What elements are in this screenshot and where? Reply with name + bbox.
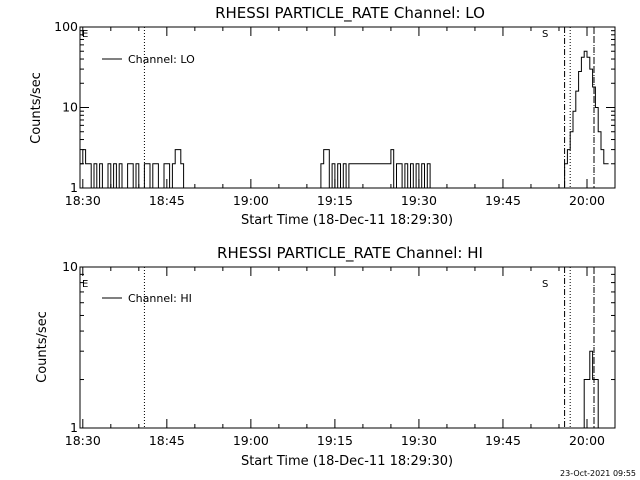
x-tick-label: 19:45 bbox=[485, 433, 521, 448]
y-tick-label: 100 bbox=[54, 19, 78, 34]
y-tick-label: 10 bbox=[62, 100, 78, 115]
x-tick-label: 19:30 bbox=[401, 433, 437, 448]
series-line bbox=[581, 350, 601, 429]
left-marker: E bbox=[82, 279, 88, 290]
right-marker: S bbox=[542, 29, 548, 40]
x-tick-label: 19:15 bbox=[317, 433, 353, 448]
legend-entry: Channel: LO bbox=[128, 53, 195, 66]
y-tick-label: 1 bbox=[70, 420, 78, 435]
y-axis-label: Counts/sec bbox=[35, 311, 50, 383]
x-tick-label: 19:45 bbox=[485, 193, 521, 208]
plot-frame bbox=[79, 26, 616, 189]
y-tick-label: 1 bbox=[70, 180, 78, 195]
vertical-markers bbox=[143, 267, 595, 428]
x-tick-label: 20:00 bbox=[569, 193, 605, 208]
chart-title: RHESSI PARTICLE_RATE Channel: HI bbox=[217, 244, 483, 263]
x-tick-label: 19:15 bbox=[317, 193, 353, 208]
right-marker: S bbox=[542, 279, 548, 290]
timestamp: 23-Oct-2021 09:55 bbox=[560, 469, 636, 478]
vertical-markers bbox=[143, 27, 595, 188]
plot-frame bbox=[79, 266, 616, 429]
x-tick-label: 20:00 bbox=[569, 433, 605, 448]
left-marker: E bbox=[82, 29, 88, 40]
x-tick-label: 19:00 bbox=[233, 433, 269, 448]
y-axis-label: Counts/sec bbox=[29, 72, 44, 144]
x-tick-label: 18:45 bbox=[149, 193, 185, 208]
series-line bbox=[80, 50, 609, 189]
x-tick-label: 19:00 bbox=[233, 193, 269, 208]
x-tick-label: 18:30 bbox=[65, 433, 101, 448]
y-tick-label: 10 bbox=[62, 259, 78, 274]
x-tick-label: 19:30 bbox=[401, 193, 437, 208]
x-tick-label: 18:45 bbox=[149, 433, 185, 448]
chart-title: RHESSI PARTICLE_RATE Channel: LO bbox=[215, 4, 485, 23]
chart-panel-lo: RHESSI PARTICLE_RATE Channel: LO Counts/… bbox=[29, 4, 616, 228]
x-axis: 18:30 18:45 19:00 19:15 19:30 19:45 20:00 bbox=[65, 27, 616, 208]
x-tick-label: 18:30 bbox=[65, 193, 101, 208]
x-axis: 18:30 18:45 19:00 19:15 19:30 19:45 20:00 bbox=[65, 267, 616, 448]
x-axis-label: Start Time (18-Dec-11 18:29:30) bbox=[241, 454, 453, 469]
chart-panel-hi: RHESSI PARTICLE_RATE Channel: HI Counts/… bbox=[35, 244, 616, 469]
series-lines bbox=[80, 50, 609, 189]
y-axis: 1 10 bbox=[62, 259, 615, 435]
x-axis-label: Start Time (18-Dec-11 18:29:30) bbox=[241, 213, 453, 228]
legend-entry: Channel: HI bbox=[128, 292, 192, 305]
series-lines bbox=[581, 350, 601, 429]
